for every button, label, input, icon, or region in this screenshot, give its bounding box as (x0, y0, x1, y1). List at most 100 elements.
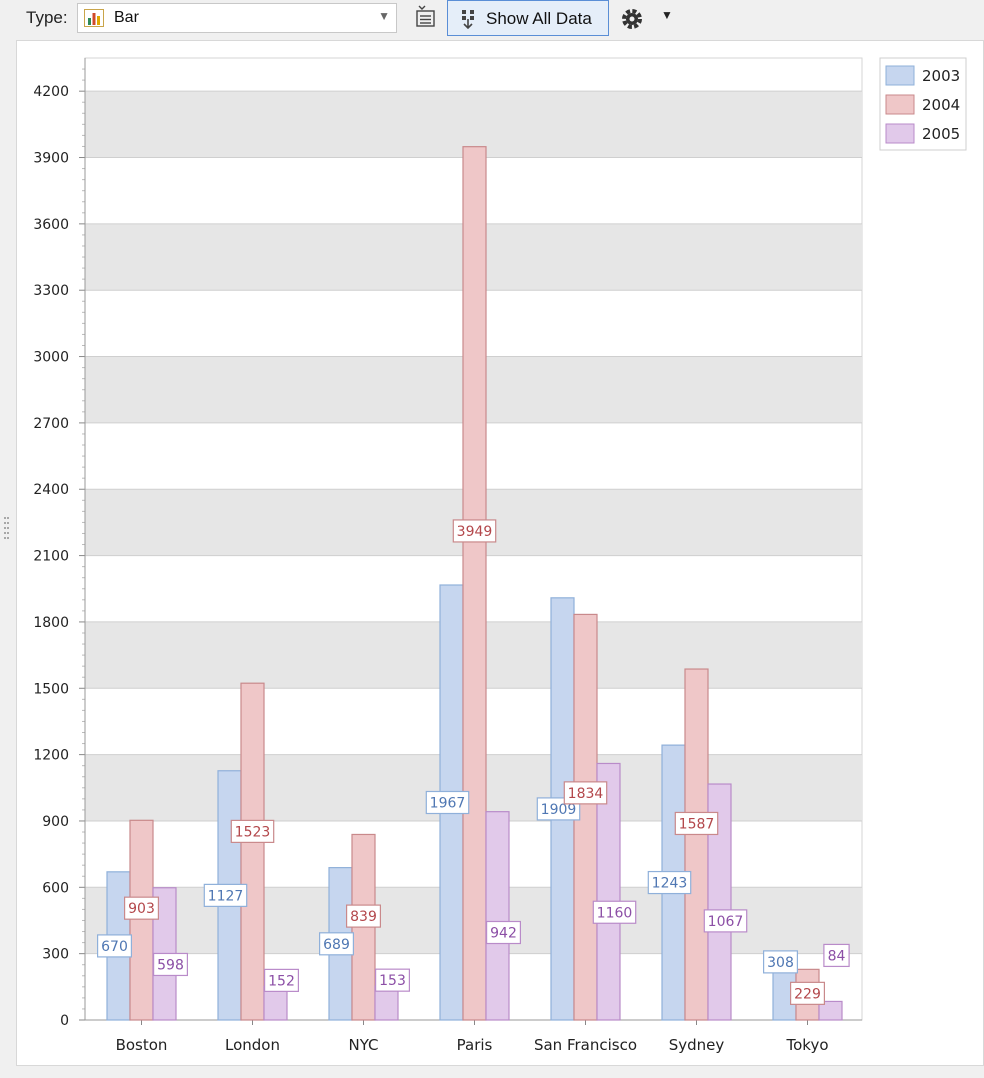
data-label-box (264, 968, 300, 992)
y-tick-label: 300 (42, 947, 69, 963)
legend-swatch-2004 (885, 94, 915, 115)
bar-sydney-2004 (684, 668, 709, 1021)
bar-london-2004 (240, 682, 265, 1021)
data-label-box (425, 790, 470, 815)
data-label-text: 229 (794, 986, 821, 1002)
legend: 2003 2004 2005 (879, 57, 967, 151)
data-label-text: 1967 (430, 795, 466, 811)
data-label-text: 3949 (457, 524, 493, 540)
y-tick-label: 3300 (33, 283, 69, 299)
chevron-down-icon[interactable]: ▼ (378, 9, 390, 23)
axes: 0 300 600 900 1200 1500 1800 2100 2400 2700 3000 33… (33, 58, 862, 1054)
x-tick-label-london: London (225, 1036, 280, 1054)
y-tick-label: 900 (42, 814, 69, 830)
data-label-sydney-2004: 1587 (674, 811, 719, 836)
legend-label-2005: 2005 (922, 125, 960, 143)
data-label-box (375, 968, 411, 992)
data-label-box (319, 932, 355, 956)
chart-toolbar: Type: Bar ▼ Show All Data ▼ (0, 0, 984, 38)
bar-paris-2005 (485, 811, 510, 1021)
data-label-box (703, 909, 748, 933)
data-label-box (674, 811, 719, 836)
y-tick-label: 600 (42, 880, 69, 896)
data-label-text: 942 (490, 926, 517, 942)
data-label-san-francisco-2004: 1834 (563, 781, 608, 805)
data-label-text: 1127 (208, 888, 244, 904)
bar-sydney-2005 (707, 783, 732, 1021)
y-tick-label: 3600 (33, 217, 69, 233)
data-label-paris-2003: 1967 (425, 790, 470, 815)
y-tick-label: 2400 (33, 482, 69, 498)
data-source-icon[interactable] (415, 5, 437, 29)
chart-type-value: Bar (114, 9, 139, 26)
legend-label-2003: 2003 (922, 67, 960, 85)
data-label-paris-2005: 942 (486, 920, 522, 945)
x-tick-label-sydney: Sydney (669, 1036, 725, 1054)
data-label-text: 152 (268, 973, 295, 989)
data-label-box (203, 883, 248, 907)
data-label-box (563, 781, 608, 805)
data-label-text: 308 (767, 955, 794, 971)
data-label-tokyo-2004: 229 (789, 981, 825, 1005)
y-tick-label: 1500 (33, 681, 69, 697)
data-label-text: 1067 (708, 914, 744, 930)
data-label-box (486, 920, 522, 945)
data-label-text: 84 (828, 948, 846, 964)
data-label-box (346, 904, 382, 928)
bar-tokyo-2005 (818, 1000, 843, 1021)
y-tick-label: 2700 (33, 416, 69, 432)
y-tick-label: 2100 (33, 549, 69, 565)
data-label-tokyo-2005: 84 (823, 943, 850, 968)
data-label-text: 903 (128, 901, 155, 917)
data-label-text: 1834 (568, 786, 604, 802)
data-label-box (230, 819, 275, 843)
chart-type-combo[interactable]: Bar ▼ (77, 3, 397, 33)
y-tick-label: 3900 (33, 151, 69, 167)
data-label-box (452, 519, 497, 543)
data-label-nyc-2004: 839 (346, 904, 382, 928)
data-label-text: 1160 (597, 905, 633, 921)
data-label-text: 598 (157, 957, 184, 973)
data-label-sydney-2005: 1067 (703, 909, 748, 933)
data-label-box (647, 870, 692, 895)
legend-label-2004: 2004 (922, 96, 960, 114)
data-label-london-2005: 152 (264, 968, 300, 992)
data-label-text: 1523 (235, 824, 271, 840)
data-label-text: 153 (379, 973, 406, 989)
data-label-box (789, 981, 825, 1005)
data-label-box (123, 896, 159, 920)
x-tick-label-nyc: NYC (348, 1036, 378, 1054)
data-label-box (592, 900, 637, 924)
type-label: Type: (26, 8, 68, 27)
y-tick-label: 1200 (33, 748, 69, 764)
x-tick-label-tokyo: Tokyo (786, 1036, 829, 1054)
legend-swatch-2005 (885, 123, 915, 144)
show-all-data-button[interactable]: Show All Data (447, 0, 609, 36)
resize-grip-icon[interactable] (4, 515, 10, 545)
expand-data-icon (462, 10, 474, 29)
data-label-box (823, 943, 850, 968)
data-label-box (96, 934, 132, 958)
gear-icon[interactable] (619, 6, 645, 32)
legend-swatch-2003 (885, 65, 915, 86)
x-tick-label-boston: Boston (116, 1036, 168, 1054)
data-label-paris-2004: 3949 (452, 519, 497, 543)
y-tick-label: 0 (60, 1013, 69, 1029)
x-tick-label-paris: Paris (457, 1036, 493, 1054)
y-tick-label: 3000 (33, 350, 69, 366)
data-label-boston-2003: 670 (96, 934, 132, 958)
data-labels: 670 903 598 1127 1523 152 689 839 153 1967 3949 942… (96, 519, 850, 1005)
data-label-text: 1909 (541, 802, 577, 818)
bar-chart-icon (84, 9, 104, 27)
y-tick-label: 4200 (33, 84, 69, 100)
data-label-text: 839 (350, 909, 377, 925)
data-label-text: 1587 (679, 816, 715, 832)
bar-paris-2004 (462, 146, 487, 1021)
y-tick-label: 1800 (33, 615, 69, 631)
data-label-nyc-2003: 689 (319, 932, 355, 956)
settings-dropdown-chevron-icon[interactable]: ▼ (661, 8, 673, 22)
x-tick-label-san-francisco: San Francisco (534, 1036, 637, 1054)
data-label-tokyo-2003: 308 (762, 950, 798, 974)
data-label-london-2004: 1523 (230, 819, 275, 843)
data-label-box (153, 952, 189, 977)
